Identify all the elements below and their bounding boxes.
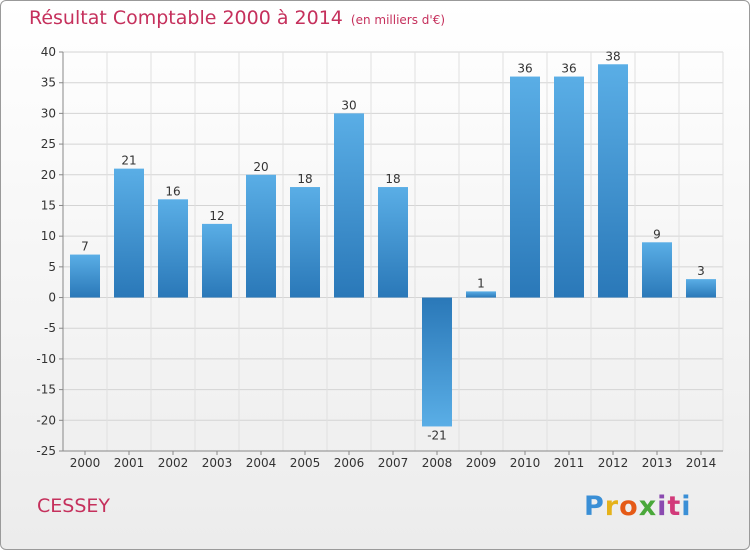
bar-2004 — [246, 174, 276, 298]
chart-subtitle: (en milliers d'€) — [350, 13, 446, 27]
ytick-label: -15 — [36, 383, 56, 397]
ytick-label: 0 — [48, 291, 56, 305]
ytick-label: 30 — [41, 106, 56, 120]
logo-letter: o — [619, 491, 639, 522]
bar-2012 — [598, 64, 628, 298]
data-label-2006: 30 — [341, 98, 356, 112]
data-label-2012: 38 — [605, 49, 620, 63]
bar-2013 — [642, 242, 672, 298]
ytick-label: -20 — [36, 413, 56, 427]
data-label-2005: 18 — [297, 172, 312, 186]
bar-2014 — [686, 279, 716, 298]
data-label-2010: 36 — [517, 62, 532, 76]
data-label-2013: 9 — [653, 227, 661, 241]
xtick-label-2012: 2012 — [598, 456, 629, 470]
ytick-label: 5 — [48, 260, 56, 274]
logo-letter: i — [657, 491, 668, 522]
xtick-label-2001: 2001 — [114, 456, 145, 470]
ytick-label: 35 — [41, 76, 56, 90]
data-label-2008: -21 — [427, 428, 447, 442]
data-label-2011: 36 — [561, 62, 576, 76]
logo-letter: r — [604, 491, 620, 522]
xtick-label-2010: 2010 — [510, 456, 541, 470]
label-layer: 7 21 16 12 20 18 30 18 -21 1 36 36 38 9 3 — [81, 49, 705, 442]
bar-2000 — [70, 254, 100, 298]
logo-letter: t — [667, 491, 682, 522]
bar-2002 — [158, 199, 188, 298]
bar-2008 — [422, 297, 452, 427]
bar-2005 — [290, 187, 320, 298]
bar-2010 — [510, 76, 540, 298]
xtick-label-2004: 2004 — [246, 456, 277, 470]
ytick-label: 15 — [41, 198, 56, 212]
commune-name: CESSEY — [37, 495, 111, 517]
chart-title: Résultat Comptable 2000 à 2014 (en millie… — [29, 7, 445, 29]
proxiti-logo[interactable]: Proxiti — [584, 491, 692, 522]
data-label-2001: 21 — [121, 154, 136, 168]
title-text: Résultat Comptable 2000 à 2014 — [29, 7, 343, 29]
ytick-label: 25 — [41, 137, 56, 151]
xtick-label-2000: 2000 — [70, 456, 101, 470]
ytick-label: 40 — [41, 45, 56, 59]
data-label-2003: 12 — [209, 209, 224, 223]
ytick-label: -25 — [36, 444, 56, 458]
xtick-label-2009: 2009 — [466, 456, 497, 470]
ytick-label: 10 — [41, 229, 56, 243]
bar-2006 — [334, 113, 364, 298]
xtick-label-2005: 2005 — [290, 456, 321, 470]
bar-2007 — [378, 187, 408, 298]
data-label-2004: 20 — [253, 160, 268, 174]
data-label-2002: 16 — [165, 184, 180, 198]
logo-letter: x — [638, 491, 658, 522]
xtick-label-2003: 2003 — [202, 456, 233, 470]
bar-2001 — [114, 168, 144, 298]
bar-layer — [70, 64, 716, 427]
ytick-label: -10 — [36, 352, 56, 366]
axis-layer: 40 35 30 25 20 15 10 5 0 -5 -10 -15 -20 -25 2000 2001 20… — [36, 45, 723, 470]
xtick-label-2014: 2014 — [686, 456, 717, 470]
xtick-label-2013: 2013 — [642, 456, 673, 470]
bar-2011 — [554, 76, 584, 298]
data-label-2000: 7 — [81, 240, 89, 254]
logo-letter: i — [681, 491, 692, 522]
data-label-2014: 3 — [697, 264, 705, 278]
xtick-label-2008: 2008 — [422, 456, 453, 470]
data-label-2007: 18 — [385, 172, 400, 186]
ytick-label: 20 — [41, 168, 56, 182]
ytick-label: -5 — [44, 321, 56, 335]
xtick-label-2011: 2011 — [554, 456, 585, 470]
bar-2009 — [466, 291, 496, 298]
xtick-label-2006: 2006 — [334, 456, 365, 470]
data-label-2009: 1 — [477, 276, 485, 290]
bar-2003 — [202, 223, 232, 298]
xtick-label-2007: 2007 — [378, 456, 409, 470]
xtick-label-2002: 2002 — [158, 456, 189, 470]
logo-letter: P — [584, 491, 605, 522]
